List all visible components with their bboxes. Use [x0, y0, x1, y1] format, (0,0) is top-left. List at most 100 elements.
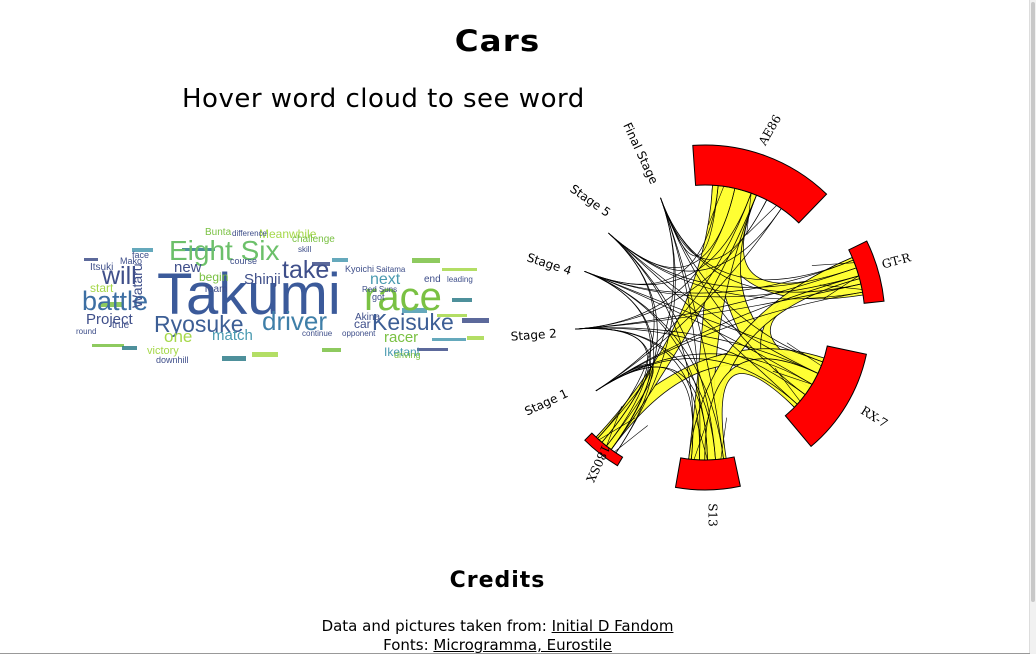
page-title: Cars — [454, 24, 541, 58]
chord-link — [575, 267, 857, 330]
wordcloud-filler — [467, 336, 484, 340]
stage-label[interactable]: Stage 5 — [567, 182, 613, 220]
wordcloud-filler — [100, 302, 123, 307]
arc-divider — [720, 417, 727, 460]
wordcloud-filler — [312, 262, 330, 266]
wordcloud-word[interactable]: will — [101, 262, 137, 290]
wordcloud-word[interactable]: match — [212, 327, 253, 344]
chord-link — [575, 188, 736, 330]
vertical-scrollbar[interactable] — [1029, 0, 1036, 654]
car-arc[interactable] — [674, 456, 741, 491]
word-cloud[interactable]: Takumi race Eight Six battle driver Keisuke Ry… — [72, 218, 492, 366]
chord-link — [660, 197, 724, 459]
arc-divider — [746, 193, 752, 235]
hover-hint: Hover word cloud to see word — [182, 84, 585, 114]
wordcloud-word[interactable]: face — [132, 250, 149, 260]
wordcloud-word[interactable]: race — [364, 275, 442, 319]
chord-link — [584, 270, 655, 454]
wordcloud-word[interactable]: course — [230, 256, 257, 266]
wordcloud-word[interactable]: one — [164, 327, 192, 346]
wordcloud-word[interactable]: Saitama — [376, 265, 406, 274]
chord-link — [660, 197, 701, 460]
wordcloud-word[interactable]: racer — [384, 329, 418, 346]
wordcloud-word[interactable]: Bunta — [205, 227, 232, 238]
wordcloud-word[interactable]: got — [372, 292, 385, 302]
car-label[interactable]: S13 — [705, 503, 719, 527]
arc-divider — [819, 284, 863, 290]
wordcloud-word[interactable]: round — [76, 327, 96, 336]
chord-link — [608, 232, 798, 405]
wordcloud-word[interactable]: Wataru — [129, 263, 145, 308]
stage-label[interactable]: Stage 4 — [525, 250, 573, 278]
car-arcs — [584, 144, 885, 491]
arc-divider — [708, 186, 725, 226]
wordcloud-filler — [332, 258, 348, 262]
chord-link — [584, 270, 823, 363]
arc-divider — [811, 262, 855, 266]
arc-divider — [823, 275, 859, 300]
chord-link — [660, 197, 861, 293]
wordcloud-word[interactable]: Akina — [355, 312, 380, 323]
chord-link — [595, 193, 752, 392]
chord-link — [595, 366, 708, 460]
initial-d-fandom-link[interactable]: Initial D Fandom — [551, 617, 674, 635]
wordcloud-word[interactable]: Iketani — [384, 345, 419, 359]
chord-link — [608, 232, 819, 374]
wordcloud-word[interactable]: Takumi — [157, 262, 341, 327]
car-arc[interactable] — [692, 144, 828, 224]
wordcloud-filler — [412, 258, 440, 263]
wordcloud-word[interactable]: downhill — [156, 355, 189, 365]
wordcloud-word[interactable]: difference — [232, 229, 268, 238]
wordcloud-word[interactable]: true — [112, 320, 130, 331]
wordcloud-word[interactable]: Project — [86, 311, 134, 328]
arc-divider — [693, 419, 708, 460]
wordcloud-word[interactable]: Team — [203, 284, 227, 295]
car-arc[interactable] — [848, 240, 885, 304]
wordcloud-word[interactable]: Eight Six — [169, 235, 280, 266]
fonts-link[interactable]: Microgramma, Eurostile — [433, 636, 612, 654]
wordcloud-word[interactable]: Keisuke — [372, 309, 454, 335]
wordcloud-word[interactable]: begin — [199, 270, 228, 284]
chord-link — [584, 270, 813, 385]
scrollbar-thumb[interactable] — [1031, 2, 1035, 602]
wordcloud-word[interactable]: start — [90, 281, 114, 295]
wordcloud-word[interactable]: continue — [302, 329, 333, 338]
wordcloud-word[interactable]: Kyoichi — [345, 264, 374, 274]
wordcloud-word[interactable]: end — [424, 274, 441, 285]
wordcloud-word[interactable]: Red Suns — [362, 285, 397, 294]
wordcloud-word[interactable]: Mako — [120, 256, 142, 266]
car-label[interactable]: RX-7 — [858, 403, 890, 430]
arc-divider — [695, 419, 708, 461]
wordcloud-word[interactable]: victory — [147, 345, 179, 357]
wordcloud-word[interactable]: Meanwhile — [259, 227, 317, 241]
stage-label[interactable]: Stage 2 — [510, 326, 557, 343]
wordcloud-word[interactable]: battle — [82, 286, 148, 316]
car-label[interactable]: GT-R — [880, 250, 913, 271]
car-label[interactable]: 180SX — [583, 443, 613, 485]
chord-link — [660, 197, 806, 395]
wordcloud-word[interactable]: challenge — [292, 234, 335, 245]
car-arc[interactable] — [784, 345, 867, 448]
car-label[interactable]: AE86 — [755, 112, 784, 148]
chord-link — [608, 232, 863, 300]
arc-divider — [614, 425, 648, 453]
stage-label[interactable]: Final Stage — [620, 120, 661, 186]
wordcloud-word[interactable]: car — [354, 317, 371, 331]
stage-label[interactable]: Stage 1 — [522, 386, 570, 418]
wordcloud-word[interactable]: driver — [262, 306, 327, 336]
credits-fonts-line: Fonts: Microgramma, Eurostile — [0, 636, 995, 654]
credits-data-line: Data and pictures taken from: Initial D … — [0, 617, 995, 635]
wordcloud-word[interactable]: Shinji — [244, 271, 281, 288]
wordcloud-word[interactable]: Ryosuke — [154, 311, 243, 337]
wordcloud-word[interactable]: new — [174, 259, 202, 276]
wordcloud-filler — [92, 344, 124, 347]
car-arc[interactable] — [584, 432, 624, 467]
wordcloud-word[interactable]: next — [370, 271, 401, 288]
wordcloud-word[interactable]: driving — [394, 350, 421, 360]
wordcloud-word[interactable]: Itsuki — [90, 262, 113, 273]
wordcloud-word[interactable]: leading — [447, 275, 473, 284]
wordcloud-word[interactable]: opponent — [342, 329, 376, 338]
wordcloud-word[interactable]: skill — [298, 245, 312, 254]
wordcloud-word[interactable]: take — [282, 256, 329, 284]
